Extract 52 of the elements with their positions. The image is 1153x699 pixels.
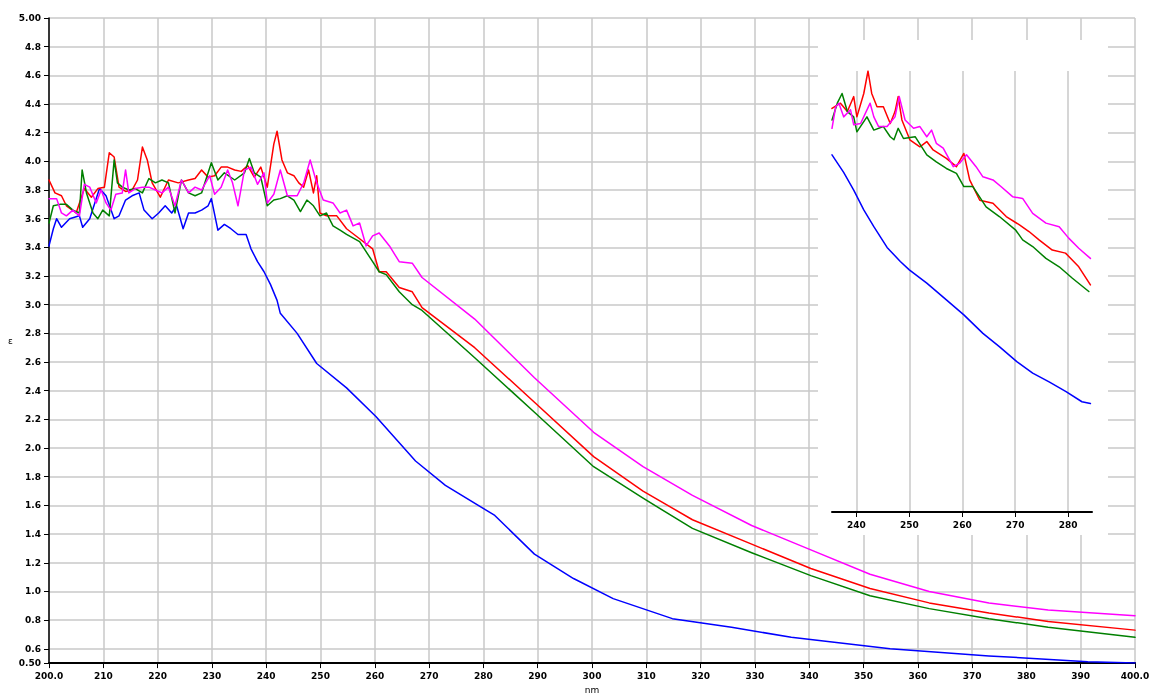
y-tick-label: 3.8 [25, 185, 41, 196]
x-tick-label: 260 [365, 670, 385, 681]
x-tick-label: 360 [908, 670, 928, 681]
y-tick-label: 1.2 [25, 557, 41, 568]
y-tick-label: 1.4 [25, 529, 41, 540]
x-tick-label: 280 [1058, 519, 1078, 530]
x-tick-label: 400.0 [1120, 670, 1150, 681]
y-tick-label: 4.0 [25, 156, 41, 167]
x-tick-label: 290 [528, 670, 548, 681]
x-tick-label: 380 [1017, 670, 1036, 681]
y-tick-label: 1.6 [25, 500, 41, 511]
y-tick-label: 3.2 [25, 271, 41, 282]
x-tick-label: 370 [962, 670, 982, 681]
y-tick-label: 2.4 [25, 385, 41, 396]
x-tick-label: 310 [636, 670, 656, 681]
x-tick-label: 200.0 [34, 670, 64, 681]
y-tick-label: 2.0 [25, 443, 41, 454]
x-tick-label: 340 [799, 670, 819, 681]
y-tick-label: 0.50 [18, 658, 41, 669]
y-tick-label: 4.4 [25, 99, 41, 110]
x-tick-label: 270 [1005, 519, 1025, 530]
x-tick-label: 350 [854, 670, 873, 681]
y-tick-label: 5.00 [18, 13, 41, 23]
x-tick-label: 260 [952, 519, 972, 530]
x-tick-label: 240 [256, 670, 276, 681]
y-tick-label: 2.2 [25, 414, 41, 425]
x-tick-label: 280 [474, 670, 493, 681]
y-tick-label: 1.8 [25, 471, 41, 482]
y-axis-title: ε [8, 335, 14, 346]
y-tick-label: 4.2 [25, 127, 41, 138]
x-tick-label: 240 [846, 519, 866, 530]
x-axis-title: nm [584, 684, 600, 695]
x-tick-label: 230 [202, 670, 222, 681]
x-tick-label: 300 [582, 670, 602, 681]
y-tick-label: 3.0 [25, 299, 41, 310]
y-tick-label: 3.6 [25, 213, 41, 224]
y-tick-label: 4.6 [25, 70, 41, 81]
x-tick-label: 330 [745, 670, 765, 681]
y-tick-label: 4.8 [25, 41, 41, 52]
y-tick-label: 0.8 [25, 615, 41, 626]
x-tick-label: 270 [419, 670, 439, 681]
y-tick-label: 2.8 [25, 328, 41, 339]
y-tick-label: 0.6 [25, 643, 41, 654]
y-tick-label: 1.0 [25, 586, 41, 597]
x-tick-label: 250 [311, 670, 330, 681]
y-tick-label: 2.6 [25, 357, 41, 368]
x-tick-label: 210 [93, 670, 113, 681]
x-tick-label: 320 [691, 670, 710, 681]
y-tick-label: 3.4 [25, 242, 41, 253]
x-tick-label: 220 [148, 670, 167, 681]
x-tick-label: 390 [1071, 670, 1091, 681]
x-tick-label: 250 [899, 519, 919, 530]
